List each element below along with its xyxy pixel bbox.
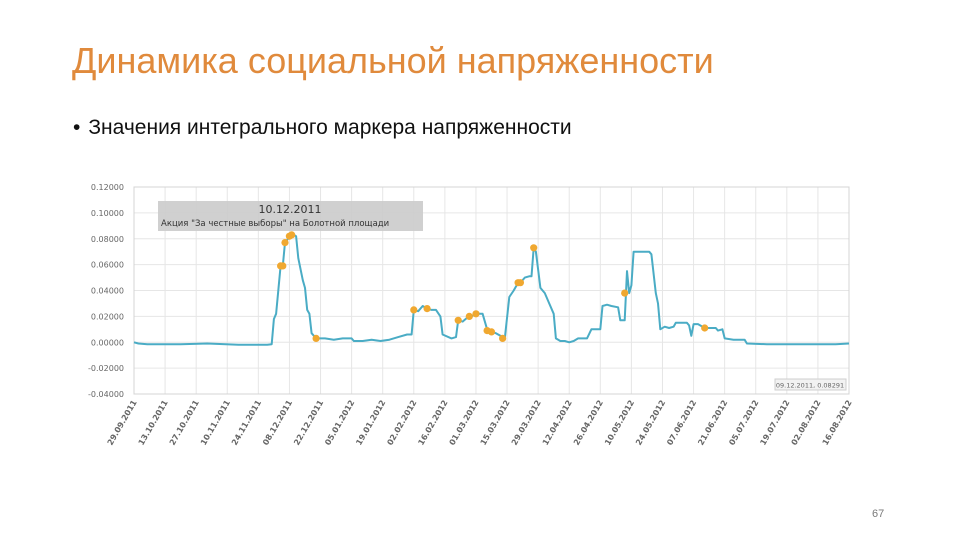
event-marker[interactable]	[465, 312, 473, 320]
chart-tooltip: 10.12.2011 Акция "За честные выборы" на …	[158, 201, 423, 231]
event-marker[interactable]	[472, 310, 480, 318]
event-marker[interactable]	[516, 279, 525, 287]
event-marker[interactable]	[279, 262, 287, 270]
x-tick-label: 21.06.2012	[696, 399, 729, 447]
x-tick-label: 05.01.2012	[323, 399, 356, 447]
x-tick-label: 24.11.2011	[230, 398, 263, 447]
y-tick-label: 0.04000	[91, 287, 124, 296]
x-tick-label: 19.01.2012	[354, 399, 387, 447]
y-axis: 0.12000 0.10000 0.08000 0.06000 0.04000 0.020…	[88, 183, 124, 399]
tooltip-box	[158, 201, 423, 231]
x-axis: 29.09.201113.10.201127.10.201110.11.2011…	[106, 398, 854, 447]
x-tick-label: 16.08.2012	[821, 399, 854, 447]
x-tick-label: 10.05.2012	[603, 399, 636, 447]
x-tick-label: 13.10.2011	[137, 398, 170, 447]
event-marker[interactable]	[487, 328, 496, 336]
y-tick-label: -0.04000	[88, 390, 124, 399]
x-tick-label: 02.02.2012	[385, 399, 418, 447]
x-tick-label: 16.02.2012	[417, 399, 450, 447]
x-tick-label: 12.04.2012	[541, 399, 574, 447]
readout-box	[774, 378, 847, 391]
event-marker[interactable]	[701, 324, 709, 332]
x-tick-label: 26.04.2012	[572, 399, 605, 447]
x-tick-label: 15.03.2012	[479, 398, 512, 446]
x-tick-label: 05.07.2012	[727, 399, 760, 447]
x-tick-label: 29.09.2011	[106, 398, 139, 447]
event-marker[interactable]	[621, 289, 629, 297]
y-tick-label: -0.02000	[88, 364, 124, 373]
x-tick-label: 07.06.2012	[665, 399, 698, 447]
slide-title: Динамика социальной напряженности	[72, 40, 714, 81]
x-tick-label: 02.08.2012	[790, 399, 823, 447]
x-tick-label: 08.12.2011	[261, 398, 294, 447]
chart-readout: 09.12.2011, 0.08291	[774, 378, 847, 391]
y-tick-label: 0.00000	[91, 338, 124, 347]
tooltip-date: 10.12.2011	[259, 203, 322, 216]
x-tick-label: 27.10.2011	[168, 398, 201, 447]
y-tick-label: 0.10000	[91, 209, 124, 218]
y-tick-label: 0.02000	[91, 312, 124, 321]
series-line	[133, 233, 850, 346]
bullet-item: • Значения интегрального маркера напряжен…	[73, 116, 572, 140]
chart-plot-area	[133, 186, 850, 395]
x-tick-label: 10.11.2011	[199, 398, 232, 447]
event-marker[interactable]	[410, 306, 418, 314]
event-marker[interactable]	[312, 334, 320, 342]
series-integral-marker	[133, 233, 850, 346]
page-number: 67	[872, 508, 885, 520]
event-marker[interactable]	[288, 231, 296, 239]
event-marker[interactable]	[423, 305, 431, 313]
event-marker[interactable]	[499, 334, 507, 342]
event-markers	[277, 231, 709, 342]
y-tick-label: 0.12000	[91, 183, 124, 192]
event-marker[interactable]	[454, 316, 462, 324]
x-tick-label: 22.12.2011	[292, 398, 325, 447]
event-marker[interactable]	[281, 239, 289, 247]
y-tick-label: 0.08000	[91, 235, 124, 244]
x-tick-label: 01.03.2012	[448, 399, 481, 447]
x-tick-label: 29.03.2012	[510, 399, 543, 447]
readout-text: 09.12.2011, 0.08291	[776, 382, 844, 390]
x-tick-label: 19.07.2012	[758, 399, 791, 447]
x-tick-label: 24.05.2012	[634, 399, 667, 447]
bullet-dot-icon: •	[73, 116, 81, 139]
tooltip-text: Акция "За честные выборы" на Болотной пл…	[161, 219, 389, 229]
bullet-text: Значения интегрального маркера напряженн…	[88, 116, 572, 139]
y-tick-label: 0.06000	[91, 261, 124, 270]
event-marker[interactable]	[530, 244, 538, 252]
